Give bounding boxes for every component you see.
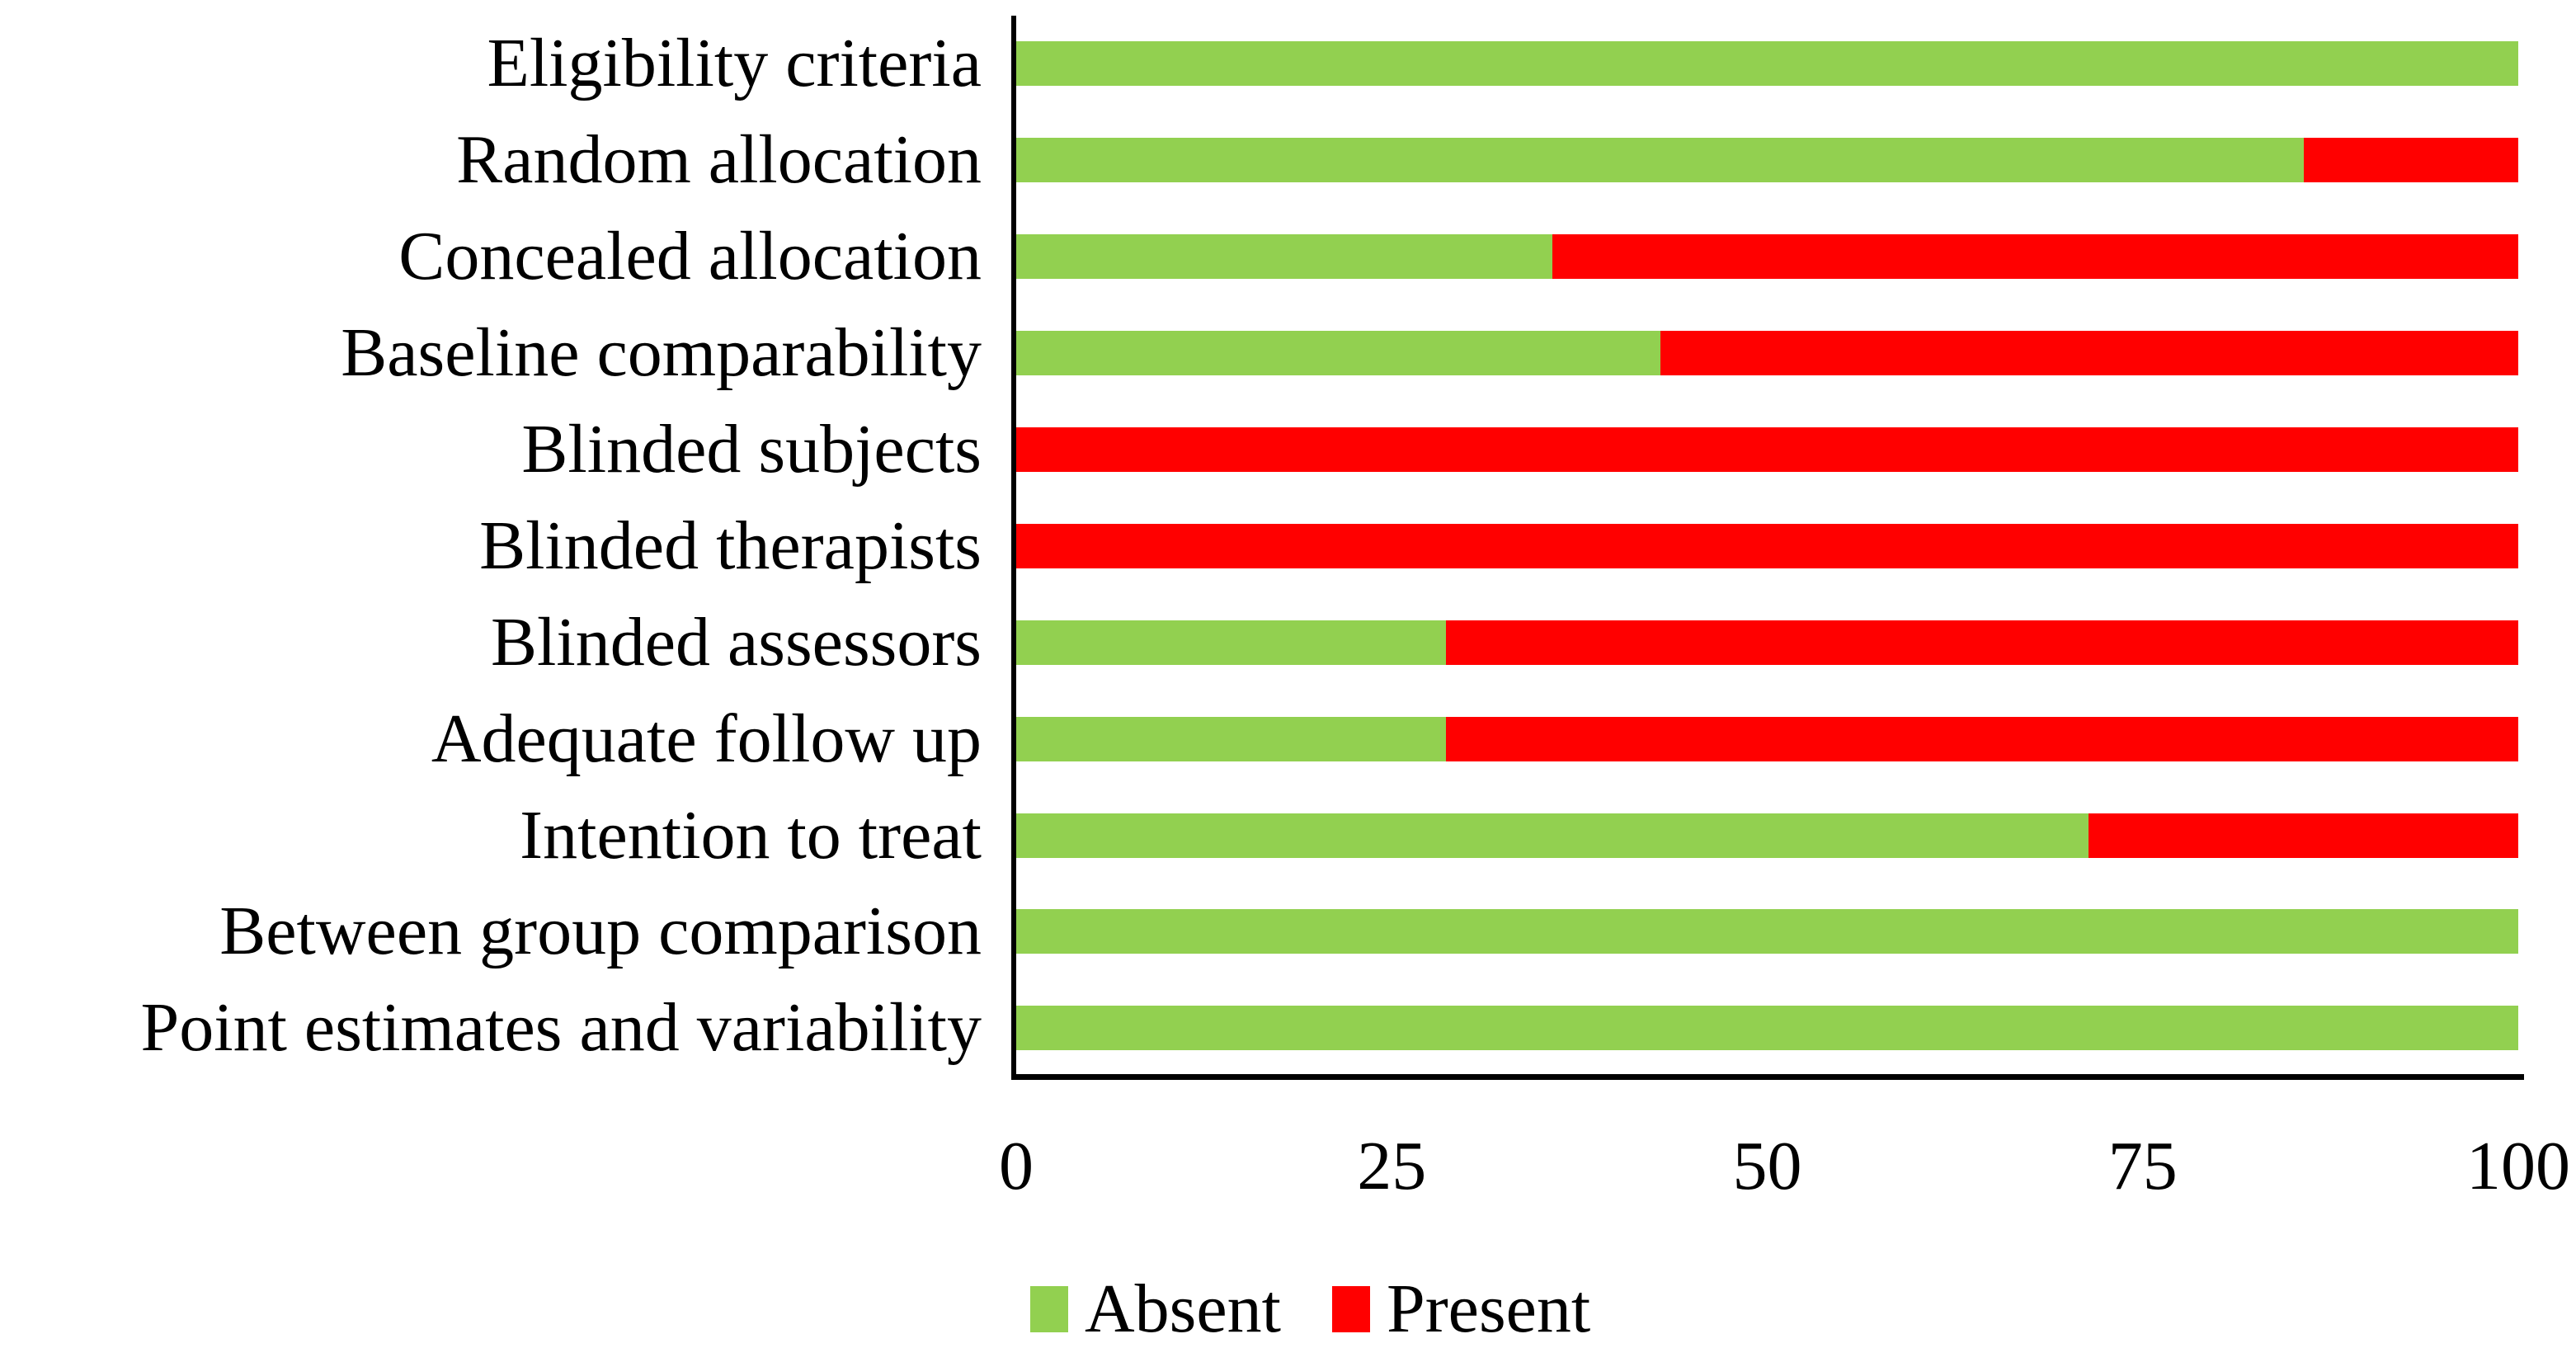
stacked-bar [1016, 620, 2518, 665]
stacked-bar [1016, 234, 2518, 280]
absent-segment [1016, 1006, 2518, 1051]
stacked-bar [1016, 41, 2518, 87]
chart-row: Intention to treat [0, 787, 2518, 884]
category-label: Between group comparison [219, 893, 982, 970]
chart-row: Random allocation [0, 112, 2518, 209]
chart-row: Blinded subjects [0, 402, 2518, 498]
absent-segment [1016, 909, 2518, 954]
chart-row: Baseline comparability [0, 305, 2518, 402]
absent-segment [1016, 41, 2518, 87]
category-label: Random allocation [456, 121, 982, 199]
absent-segment [1016, 716, 1446, 761]
legend-item: Present [1331, 1270, 1591, 1347]
chart-rows: Eligibility criteria Random allocation C… [0, 16, 2518, 1077]
legend-label: Absent [1085, 1270, 1281, 1347]
stacked-bar [1016, 716, 2518, 761]
category-label: Eligibility criteria [487, 25, 982, 102]
absent-segment [1016, 813, 2089, 858]
x-tick-label: 50 [1732, 1128, 1802, 1204]
stacked-bar [1016, 909, 2518, 954]
present-segment [2089, 813, 2518, 858]
legend-item: Absent [1030, 1275, 1281, 1344]
stacked-bar [1016, 523, 2518, 568]
absent-segment [1016, 620, 1446, 665]
present-segment [1016, 427, 2518, 472]
chart-row: Blinded assessors [0, 594, 2518, 690]
absent-segment [1016, 331, 1661, 376]
x-tick-label: 100 [2466, 1128, 2570, 1204]
legend-swatch [1030, 1286, 1068, 1332]
chart-row: Adequate follow up [0, 690, 2518, 787]
stacked-bar [1016, 138, 2518, 183]
present-segment [1016, 523, 2518, 568]
stacked-bar [1016, 331, 2518, 376]
chart-row: Blinded therapists [0, 497, 2518, 594]
category-label: Blinded therapists [479, 507, 982, 584]
stacked-bar [1016, 813, 2518, 858]
category-label: Blinded subjects [521, 411, 982, 488]
stacked-bar [1016, 427, 2518, 472]
category-label: Point estimates and variability [140, 989, 982, 1067]
absent-segment [1016, 138, 2304, 183]
chart-row: Eligibility criteria [0, 16, 2518, 112]
category-label: Baseline comparability [341, 314, 982, 392]
present-segment [2303, 138, 2518, 183]
category-label: Adequate follow up [431, 700, 982, 777]
x-tick-label: 75 [2107, 1128, 2178, 1204]
x-tick-label: 25 [1357, 1128, 1427, 1204]
chart-row: Concealed allocation [0, 209, 2518, 305]
stacked-bar [1016, 1006, 2518, 1051]
x-tick-label: 0 [999, 1128, 1034, 1204]
legend-label: Present [1386, 1270, 1591, 1347]
x-axis-ticks: 0 25 50 75 100 [999, 1128, 2570, 1214]
category-label: Concealed allocation [398, 218, 982, 295]
category-label: Blinded assessors [491, 603, 982, 681]
chart-row: Point estimates and variability [0, 980, 2518, 1077]
present-segment [1445, 620, 2518, 665]
absent-segment [1016, 234, 1553, 280]
present-segment [1660, 331, 2518, 376]
legend: Absent Present [1030, 1275, 1641, 1344]
category-label: Intention to treat [520, 796, 982, 874]
x-axis-line [1011, 1074, 2524, 1080]
present-segment [1552, 234, 2518, 280]
present-segment [1445, 716, 2518, 761]
chart-row: Between group comparison [0, 884, 2518, 980]
y-axis-line [1011, 16, 1016, 1080]
legend-swatch [1331, 1286, 1370, 1332]
